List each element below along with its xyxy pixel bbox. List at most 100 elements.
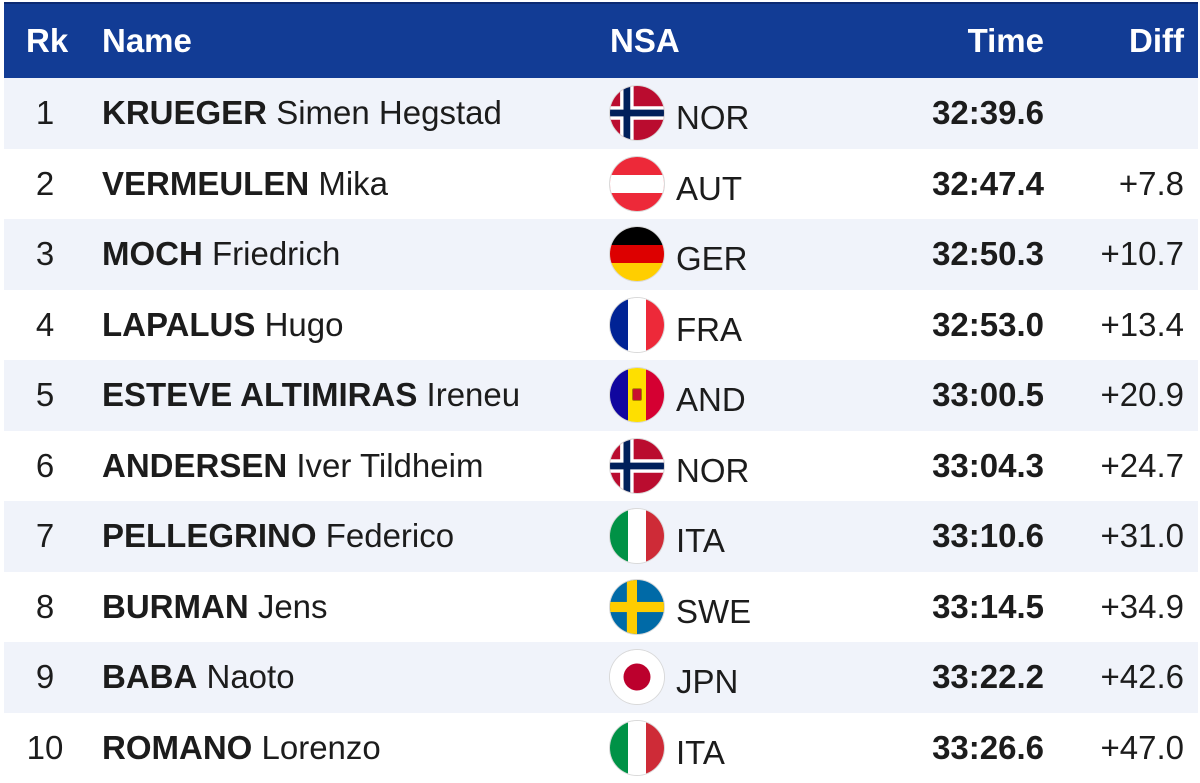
header-name[interactable]: Name	[102, 22, 192, 59]
time-cell: 32:47.4	[932, 164, 1044, 202]
rank-cell: 6	[35, 446, 55, 484]
athlete-surname: ANDERSEN	[102, 446, 288, 484]
nsa-cell: FRA	[610, 297, 830, 352]
time-cell: 33:10.6	[932, 517, 1044, 555]
nsa-code: SWE	[676, 592, 752, 630]
athlete-given-name: Lorenzo	[261, 728, 381, 766]
rank-cell: 5	[35, 376, 55, 414]
austria-flag-icon	[610, 156, 664, 211]
athlete-surname: ROMANO	[102, 728, 253, 766]
nsa-cell: AND	[610, 368, 830, 423]
nsa-cell: GER	[610, 227, 830, 282]
athlete-name[interactable]: PELLEGRINO Federico	[94, 517, 610, 555]
diff-cell: +31.0	[1100, 517, 1185, 555]
time-cell: 33:14.5	[932, 587, 1044, 625]
header-nsa[interactable]: NSA	[610, 22, 680, 59]
athlete-name[interactable]: BABA Naoto	[94, 658, 610, 696]
athlete-name[interactable]: BURMAN Jens	[94, 588, 610, 626]
athlete-name[interactable]: ANDERSEN Iver Tildheim	[94, 447, 610, 485]
athlete-given-name: Federico	[325, 517, 455, 555]
athlete-surname: VERMEULEN	[102, 164, 310, 202]
time-cell: 33:22.2	[932, 658, 1044, 696]
athlete-surname: ESTEVE ALTIMIRAS	[102, 376, 418, 414]
rank-cell: 7	[35, 517, 55, 555]
diff-cell: +13.4	[1100, 305, 1185, 343]
diff-cell: +10.7	[1100, 235, 1185, 273]
diff-cell: +47.0	[1100, 728, 1185, 766]
time-cell: 32:50.3	[932, 235, 1044, 273]
italy-flag-icon	[610, 720, 664, 775]
athlete-name[interactable]: KRUEGER Simen Hegstad	[94, 94, 610, 132]
athlete-given-name: Jens	[257, 587, 328, 625]
sweden-flag-icon	[610, 579, 664, 634]
rank-cell: 9	[35, 658, 55, 696]
norway-flag-icon	[610, 86, 664, 141]
athlete-name[interactable]: LAPALUS Hugo	[94, 306, 610, 344]
table-row-6[interactable]: 6 ANDERSEN Iver Tildheim NOR 33:04.3 +24…	[4, 430, 1198, 501]
athlete-surname: KRUEGER	[102, 94, 268, 132]
nsa-code: AUT	[676, 169, 742, 207]
athlete-given-name: Simen Hegstad	[276, 94, 502, 132]
rank-cell: 2	[35, 164, 55, 202]
table-row-3[interactable]: 3 MOCH Friedrich GER 32:50.3 +10.7	[4, 219, 1198, 290]
nsa-cell: NOR	[610, 438, 830, 493]
nsa-code: FRA	[676, 310, 742, 348]
nsa-cell: ITA	[610, 509, 830, 564]
athlete-given-name: Iver Tildheim	[296, 446, 484, 484]
time-cell: 32:53.0	[932, 305, 1044, 343]
results-table: Rk Name NSA Time Diff 1 KRUEGER Simen He…	[4, 2, 1198, 783]
nsa-cell: JPN	[610, 650, 830, 705]
nsa-code: NOR	[676, 99, 750, 137]
time-cell: 33:26.6	[932, 728, 1044, 766]
france-flag-icon	[610, 297, 664, 352]
table-row-9[interactable]: 9 BABA Naoto JPN 33:22.2 +42.6	[4, 642, 1198, 713]
table-row-10[interactable]: 10 ROMANO Lorenzo ITA 33:26.6 +47.0	[4, 712, 1198, 783]
athlete-surname: BURMAN	[102, 587, 249, 625]
norway-flag-icon	[610, 438, 664, 493]
header-rank[interactable]: Rk	[26, 22, 69, 59]
table-row-8[interactable]: 8 BURMAN Jens SWE 33:14.5 +34.9	[4, 571, 1198, 642]
athlete-surname: PELLEGRINO	[102, 517, 317, 555]
nsa-code: JPN	[676, 663, 739, 701]
diff-cell: +42.6	[1100, 658, 1185, 696]
nsa-code: GER	[676, 240, 748, 278]
nsa-code: NOR	[676, 451, 750, 489]
japan-flag-icon	[610, 650, 664, 705]
rank-cell: 4	[35, 305, 55, 343]
athlete-surname: LAPALUS	[102, 305, 256, 343]
time-cell: 32:39.6	[932, 94, 1044, 132]
table-row-5[interactable]: 5 ESTEVE ALTIMIRAS Ireneu AND 33:00.5 +2…	[4, 360, 1198, 431]
diff-cell: +20.9	[1100, 376, 1185, 414]
andorra-flag-icon	[610, 368, 664, 423]
athlete-given-name: Friedrich	[212, 235, 341, 273]
nsa-code: ITA	[676, 733, 725, 771]
athlete-given-name: Mika	[318, 164, 389, 202]
athlete-name[interactable]: MOCH Friedrich	[94, 235, 610, 273]
table-row-2[interactable]: 2 VERMEULEN Mika AUT 32:47.4 +7.8	[4, 148, 1198, 219]
diff-cell: +24.7	[1100, 446, 1185, 484]
rank-cell: 1	[35, 94, 55, 132]
nsa-cell: SWE	[610, 579, 830, 634]
athlete-given-name: Ireneu	[426, 376, 521, 414]
athlete-given-name: Naoto	[206, 658, 295, 696]
diff-cell: +34.9	[1100, 587, 1185, 625]
nsa-code: ITA	[676, 522, 725, 560]
nsa-cell: ITA	[610, 720, 830, 775]
athlete-surname: BABA	[102, 658, 198, 696]
italy-flag-icon	[610, 509, 664, 564]
header-diff[interactable]: Diff	[1129, 22, 1184, 59]
header-time[interactable]: Time	[967, 22, 1044, 59]
table-row-1[interactable]: 1 KRUEGER Simen Hegstad NOR 32:39.6	[4, 78, 1198, 149]
table-row-7[interactable]: 7 PELLEGRINO Federico ITA 33:10.6 +31.0	[4, 501, 1198, 572]
table-header: Rk Name NSA Time Diff	[4, 2, 1198, 78]
nsa-cell: NOR	[610, 86, 830, 141]
athlete-name[interactable]: VERMEULEN Mika	[94, 165, 610, 203]
rank-cell: 8	[35, 587, 55, 625]
germany-flag-icon	[610, 227, 664, 282]
athlete-name[interactable]: ESTEVE ALTIMIRAS Ireneu	[94, 376, 610, 414]
rank-cell: 10	[26, 728, 64, 766]
nsa-cell: AUT	[610, 156, 830, 211]
athlete-surname: MOCH	[102, 235, 203, 273]
table-row-4[interactable]: 4 LAPALUS Hugo FRA 32:53.0 +13.4	[4, 289, 1198, 360]
athlete-name[interactable]: ROMANO Lorenzo	[94, 729, 610, 767]
